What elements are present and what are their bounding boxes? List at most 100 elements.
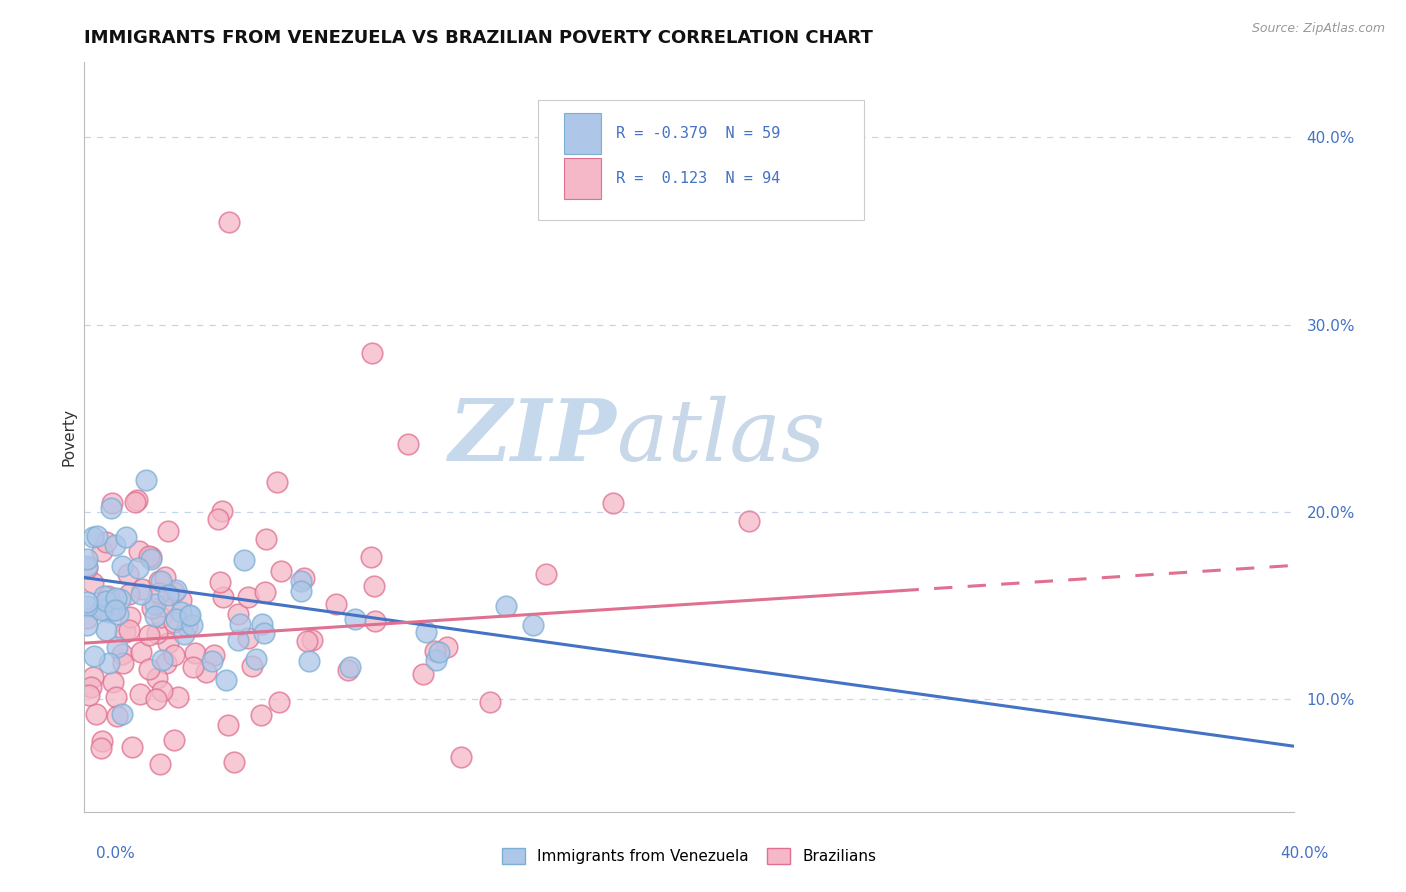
Point — [80, 680, 103, 694]
Point — [104, 538, 127, 552]
Point — [76, 552, 98, 566]
Point — [364, 615, 387, 629]
Point — [250, 708, 273, 723]
Point — [84, 706, 107, 721]
Point — [163, 615, 186, 629]
Point — [125, 492, 148, 507]
Point — [108, 591, 131, 606]
Point — [138, 662, 160, 676]
Text: 0.0%: 0.0% — [96, 846, 135, 861]
Point — [148, 756, 170, 771]
Point — [103, 675, 125, 690]
Text: atlas: atlas — [616, 396, 825, 478]
Point — [495, 599, 517, 614]
Point — [110, 559, 132, 574]
Point — [141, 601, 163, 615]
Point — [82, 670, 104, 684]
Point — [107, 607, 129, 622]
Point — [141, 552, 163, 566]
Point — [129, 587, 152, 601]
Point — [96, 535, 118, 549]
Point — [76, 595, 98, 609]
Point — [738, 514, 761, 528]
Point — [143, 609, 166, 624]
Point — [157, 524, 180, 539]
Point — [339, 660, 361, 674]
Point — [104, 603, 127, 617]
Point — [97, 656, 120, 670]
Point — [152, 599, 174, 614]
Point — [290, 574, 312, 588]
FancyBboxPatch shape — [564, 158, 600, 199]
Point — [105, 708, 128, 723]
Point — [167, 690, 190, 705]
Point — [534, 567, 557, 582]
Point — [138, 628, 160, 642]
Point — [165, 612, 187, 626]
Point — [148, 586, 170, 600]
Point — [121, 740, 143, 755]
Point — [240, 659, 263, 673]
Point — [112, 657, 135, 671]
Point — [412, 666, 434, 681]
Point — [425, 653, 447, 667]
Point — [229, 617, 252, 632]
Point — [127, 561, 149, 575]
Point — [76, 559, 98, 574]
Point — [169, 592, 191, 607]
Point — [295, 634, 318, 648]
Point — [76, 611, 98, 625]
Point — [86, 528, 108, 542]
Point — [217, 718, 239, 732]
Point — [96, 623, 118, 637]
Point — [253, 584, 276, 599]
Point — [184, 646, 207, 660]
Point — [101, 496, 124, 510]
Point — [427, 645, 450, 659]
FancyBboxPatch shape — [538, 100, 865, 219]
Point — [256, 532, 278, 546]
Point — [201, 655, 224, 669]
Point — [82, 530, 104, 544]
Point — [105, 591, 128, 606]
Point — [91, 601, 114, 615]
Point — [114, 625, 136, 640]
Point — [415, 625, 437, 640]
Point — [115, 530, 138, 544]
Point — [83, 648, 105, 663]
FancyBboxPatch shape — [564, 113, 600, 154]
Point — [118, 623, 141, 637]
Point — [76, 599, 98, 614]
Point — [124, 495, 146, 509]
Point — [226, 607, 249, 622]
Point — [129, 687, 152, 701]
Point — [139, 550, 162, 565]
Point — [105, 690, 128, 704]
Point — [233, 553, 256, 567]
Point — [298, 654, 321, 668]
Point — [195, 665, 218, 680]
Point — [110, 706, 132, 721]
Point — [118, 610, 141, 624]
Point — [325, 597, 347, 611]
Point — [138, 549, 160, 564]
Point — [202, 648, 225, 662]
Point — [97, 605, 120, 619]
Point — [150, 653, 173, 667]
Point — [363, 579, 385, 593]
Point — [111, 647, 134, 661]
Point — [135, 473, 157, 487]
Point — [90, 734, 112, 748]
Text: R = -0.379  N = 59: R = -0.379 N = 59 — [616, 126, 780, 141]
Point — [425, 643, 447, 657]
Point — [179, 608, 201, 623]
Point — [79, 688, 101, 702]
Point — [117, 567, 139, 582]
Point — [266, 475, 288, 490]
Point — [146, 671, 169, 685]
Point — [129, 645, 152, 659]
Point — [450, 749, 472, 764]
Point — [90, 603, 112, 617]
Point — [90, 740, 112, 755]
Point — [181, 660, 204, 674]
